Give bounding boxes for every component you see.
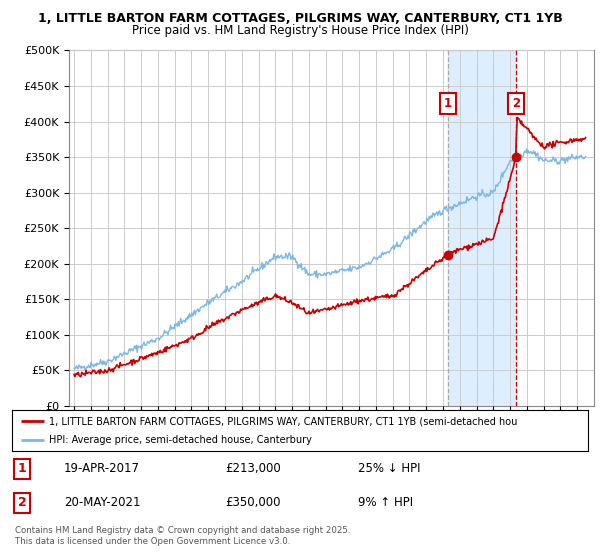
Text: 25% ↓ HPI: 25% ↓ HPI — [358, 462, 420, 475]
Text: 1: 1 — [444, 97, 452, 110]
Text: HPI: Average price, semi-detached house, Canterbury: HPI: Average price, semi-detached house,… — [49, 435, 313, 445]
Bar — [448, 50, 517, 406]
Text: 1, LITTLE BARTON FARM COTTAGES, PILGRIMS WAY, CANTERBURY, CT1 1YB: 1, LITTLE BARTON FARM COTTAGES, PILGRIMS… — [38, 12, 562, 25]
Text: 9% ↑ HPI: 9% ↑ HPI — [358, 496, 413, 509]
Text: £350,000: £350,000 — [225, 496, 281, 509]
Text: 2: 2 — [18, 496, 27, 509]
Text: 2: 2 — [512, 97, 520, 110]
Text: Contains HM Land Registry data © Crown copyright and database right 2025.
This d: Contains HM Land Registry data © Crown c… — [15, 526, 350, 546]
Text: Price paid vs. HM Land Registry's House Price Index (HPI): Price paid vs. HM Land Registry's House … — [131, 24, 469, 36]
Text: 19-APR-2017: 19-APR-2017 — [64, 462, 140, 475]
Text: 1: 1 — [18, 462, 27, 475]
Text: £213,000: £213,000 — [225, 462, 281, 475]
Text: 20-MAY-2021: 20-MAY-2021 — [64, 496, 140, 509]
Text: 1, LITTLE BARTON FARM COTTAGES, PILGRIMS WAY, CANTERBURY, CT1 1YB (semi-detached: 1, LITTLE BARTON FARM COTTAGES, PILGRIMS… — [49, 417, 518, 426]
